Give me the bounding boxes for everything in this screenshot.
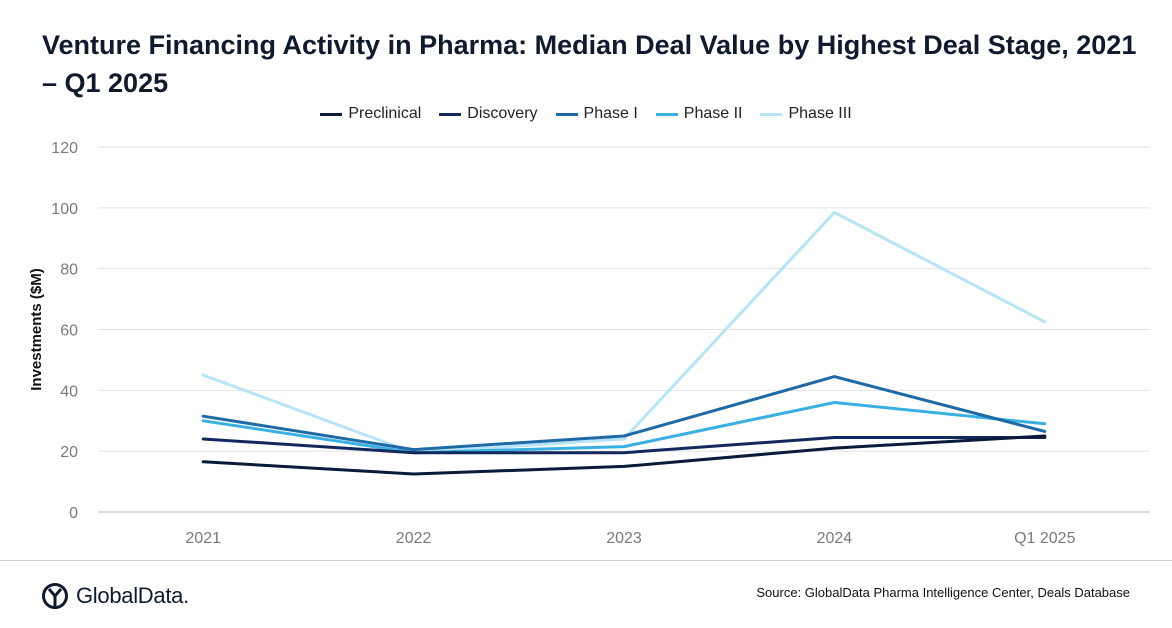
legend-swatch xyxy=(320,112,343,116)
legend-item: Phase III xyxy=(760,102,852,126)
y-tick-label: 0 xyxy=(69,505,78,522)
series-line-phase-iii xyxy=(201,210,1047,455)
x-tick-label: 2022 xyxy=(396,530,432,547)
globaldata-logo-icon xyxy=(42,583,68,609)
series-line-preclinical xyxy=(201,434,1047,476)
x-tick-label: Q1 2025 xyxy=(1014,530,1075,547)
x-tick-label: 2023 xyxy=(606,530,642,547)
legend-label: Phase I xyxy=(583,105,638,122)
y-tick-label: 80 xyxy=(60,262,78,279)
legend-item: Preclinical xyxy=(320,102,421,126)
y-tick-label: 100 xyxy=(51,201,78,218)
legend-swatch xyxy=(760,112,783,116)
legend-item: Phase I xyxy=(555,102,638,126)
x-tick-label: 2024 xyxy=(817,530,853,547)
chart-title: Venture Financing Activity in Pharma: Me… xyxy=(42,30,1137,98)
legend-label: Phase III xyxy=(788,105,852,122)
source-note: Source: GlobalData Pharma Intelligence C… xyxy=(756,585,1130,600)
footer-divider xyxy=(0,560,1172,561)
legend-swatch xyxy=(655,112,678,116)
series-line-phase-ii xyxy=(201,401,1047,455)
legend-label: Discovery xyxy=(467,105,538,122)
y-tick-label: 40 xyxy=(60,383,78,400)
y-tick-label: 20 xyxy=(60,444,78,461)
legend-swatch xyxy=(555,112,578,116)
legend-item: Discovery xyxy=(439,102,538,126)
legend-label: Phase II xyxy=(683,105,743,122)
y-tick-label: 60 xyxy=(60,323,78,340)
globaldata-logo: GlobalData. xyxy=(40,578,189,614)
logo-text: GlobalData. xyxy=(76,583,189,608)
y-tick-label: 120 xyxy=(51,140,78,157)
series-line-phase-i xyxy=(201,375,1047,452)
y-axis-title: Investments ($M) xyxy=(28,268,45,391)
legend-swatch xyxy=(439,112,462,116)
legend-item: Phase II xyxy=(655,102,743,126)
line-chart: 0 20 40 60 80 100 120 2021 2022 2023 2024 Q1 2025 In… xyxy=(28,140,1150,547)
chart-legend: Preclinical Discovery Phase I Phase II Phase… xyxy=(0,102,1172,126)
legend-label: Preclinical xyxy=(348,105,422,122)
series-line-discovery xyxy=(201,436,1047,455)
x-tick-label: 2021 xyxy=(185,530,221,547)
